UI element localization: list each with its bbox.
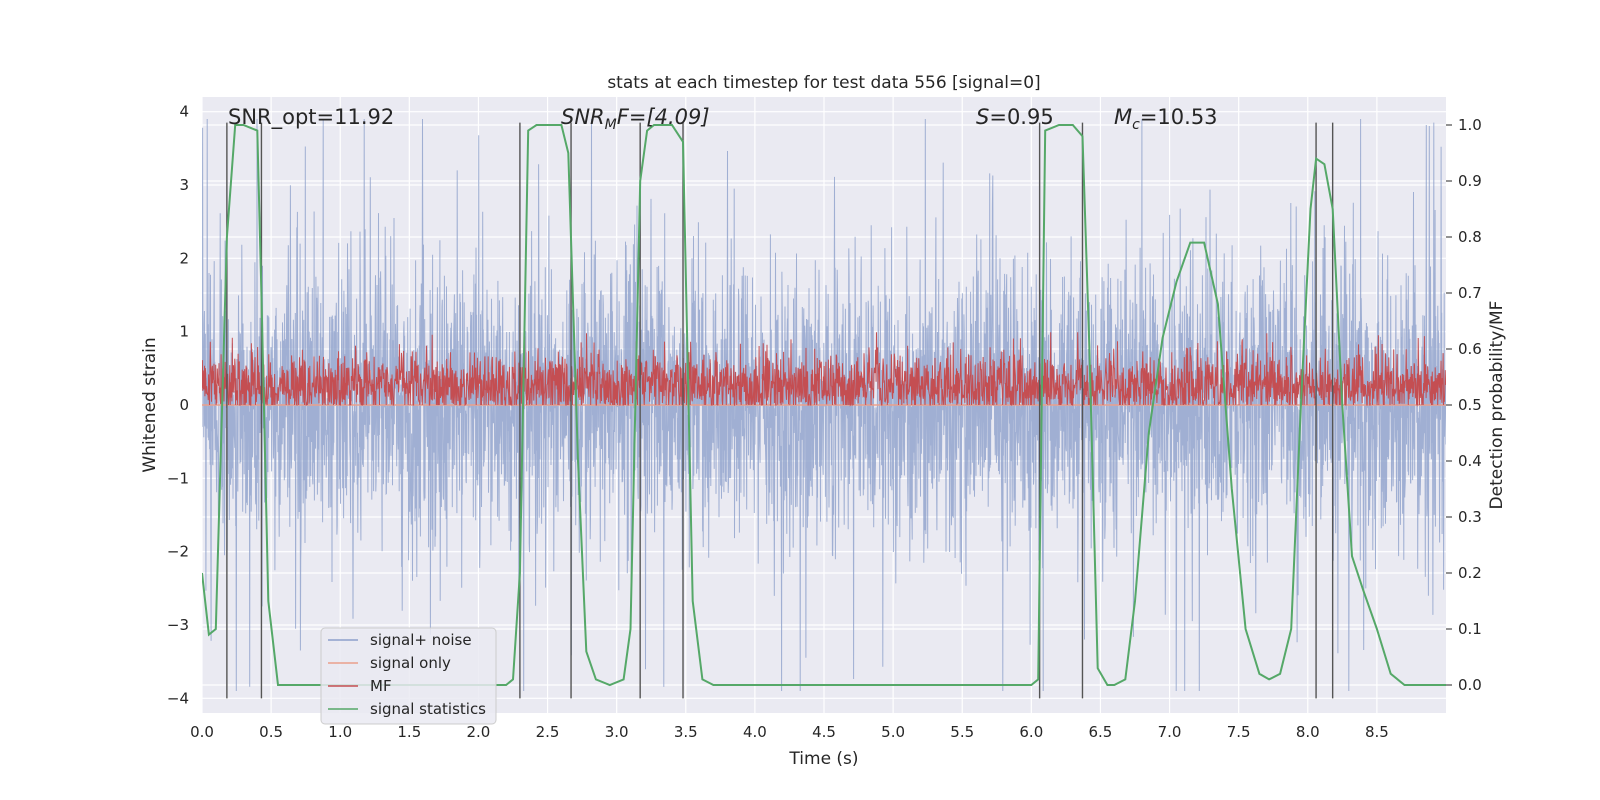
y-right-tick-label: 0.8 [1458,228,1482,246]
x-tick-label: 1.5 [397,723,421,741]
x-tick-label: 5.5 [950,723,974,741]
y-left-tick-label: 0 [179,396,189,414]
x-tick-label: 3.5 [674,723,698,741]
x-tick-label: 4.0 [743,723,767,741]
annotation-s-rest: =0.95 [989,105,1053,129]
legend-label-signal-noise: signal+ noise [370,631,472,649]
chart-title: stats at each timestep for test data 556… [607,73,1040,93]
x-tick-label: 6.5 [1089,723,1113,741]
annotation-mc-main: M [1114,105,1132,129]
x-tick-label: 3.0 [605,723,629,741]
annotation-mc: Mc=10.53 [1114,105,1218,133]
legend-box [320,627,497,725]
y-left-tick-label: −2 [167,543,189,561]
x-tick-label: 2.5 [536,723,560,741]
x-tick-label: 7.0 [1158,723,1182,741]
y-right-tick-label: 0.9 [1458,172,1482,190]
x-tick-label: 0.5 [259,723,283,741]
series-line-mf [202,332,1446,407]
y-left-tick-label: 4 [179,103,189,121]
x-tick-label: 8.5 [1365,723,1389,741]
y-left-tick-label: −4 [167,689,189,707]
y-left-tick-label: 2 [179,249,189,267]
y-left-tick-label: 3 [179,176,189,194]
y-right-tick-label: 0.2 [1458,564,1482,582]
x-tick-label: 2.0 [467,723,491,741]
annotation-s-main: S [976,105,989,129]
y-right-tick-label: 0.1 [1458,620,1482,638]
x-tick-label: 8.0 [1296,723,1320,741]
y-axis-left-ticks: 4 3 2 1 0 −1 −2 −3 −4 [167,103,189,708]
annotation-mc-sub: c [1132,117,1140,133]
x-axis-ticks: 0.0 0.5 1.0 1.5 2.0 2.5 3.0 3.5 4.0 4.5 5.0 5.5 6.0 6… [190,723,1389,741]
y-right-tick-label: 0.0 [1458,676,1482,694]
legend: signal+ noise signal only MF signal stat… [320,627,497,725]
legend-label-signal-only: signal only [370,654,451,672]
annotation-mc-rest: =10.53 [1140,105,1218,129]
x-axis-label: Time (s) [788,749,858,769]
y-right-tick-label: 0.7 [1458,284,1482,302]
legend-label-mf: MF [370,677,392,695]
x-tick-label: 1.0 [328,723,352,741]
y-axis-left-label: Whitened strain [140,337,160,472]
y-right-tick-label: 1.0 [1458,116,1482,134]
annotation-s: S=0.95 [976,105,1054,129]
y-right-tick-label: 0.5 [1458,396,1482,414]
y-right-tick-label: 0.4 [1458,452,1482,470]
annotation-snr-mf-rest: F=[4.09] [617,105,710,129]
y-axis-right-ticks: 1.0 0.9 0.8 0.7 0.6 0.5 0.4 0.3 0.2 0.1 0.0 [1446,116,1482,694]
x-tick-label: 7.5 [1227,723,1251,741]
x-tick-label: 0.0 [190,723,214,741]
y-axis-right-label: Detection probability/MF [1487,301,1507,510]
y-left-tick-label: −3 [167,616,189,634]
annotation-snr-mf-main: SNR [561,105,605,129]
legend-label-signal-statistics: signal statistics [370,700,486,718]
x-tick-label: 5.0 [881,723,905,741]
series-line-signal-noise [202,118,1446,692]
y-left-tick-label: −1 [167,469,189,487]
annotation-snr-opt: SNR_opt=11.92 [228,105,394,130]
annotation-snr-mf-sub: M [605,117,617,133]
x-tick-label: 4.5 [812,723,836,741]
y-right-tick-label: 0.6 [1458,340,1482,358]
y-left-tick-label: 1 [179,323,189,341]
y-right-tick-label: 0.3 [1458,508,1482,526]
x-tick-label: 6.0 [1019,723,1043,741]
annotation-snr-mf: SNRMF=[4.09] [561,105,710,133]
